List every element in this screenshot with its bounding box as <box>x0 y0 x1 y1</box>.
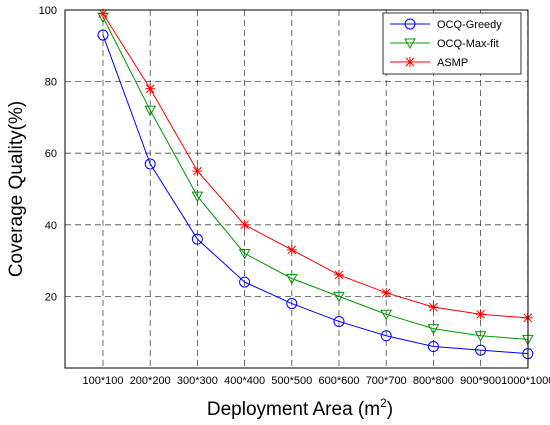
data-point <box>192 166 203 177</box>
x-tick-label: 800*800 <box>413 375 454 387</box>
data-point <box>475 309 486 320</box>
legend: OCQ-Greedy OCQ-Max-fit ASMP <box>382 12 522 75</box>
y-tick-labels: 20 40 60 80 100 <box>39 5 57 303</box>
legend-label: ASMP <box>437 57 468 69</box>
data-point <box>286 244 297 255</box>
x-axis-label: Deployment Area (m2) <box>207 396 393 420</box>
x-tick-label: 400*400 <box>224 375 265 387</box>
data-point <box>97 29 109 41</box>
y-tick-label: 60 <box>45 148 57 160</box>
data-point <box>427 324 440 335</box>
x-axis-label-close: ) <box>387 399 393 420</box>
legend-entry: ASMP <box>390 57 468 69</box>
y-tick-label: 80 <box>45 77 57 89</box>
data-point <box>404 38 416 50</box>
legend-label: OCQ-Greedy <box>437 19 502 31</box>
data-point <box>144 158 156 170</box>
data-point <box>239 219 250 230</box>
data-point <box>145 83 156 94</box>
y-tick-label: 20 <box>45 291 57 303</box>
data-point <box>380 309 393 321</box>
series-line <box>102 13 528 319</box>
data-point <box>427 341 439 353</box>
data-point <box>191 233 203 245</box>
data-point <box>334 269 344 280</box>
x-tick-label: 700*700 <box>366 375 407 387</box>
data-point <box>144 105 157 117</box>
y-tick-label: 100 <box>39 5 57 17</box>
series-line <box>102 16 528 340</box>
x-tick-label: 100*100 <box>83 375 124 387</box>
x-tick-label: 300*300 <box>177 375 218 387</box>
grid-lines <box>65 10 529 368</box>
y-tick-label: 40 <box>45 220 57 232</box>
data-point <box>333 315 345 327</box>
data-point <box>285 274 298 285</box>
data-point <box>474 331 487 342</box>
data-point <box>404 18 416 30</box>
data-point <box>381 287 392 298</box>
plot-frame <box>64 9 529 369</box>
x-tick-label: 900*900 <box>460 375 501 387</box>
data-point <box>239 276 251 288</box>
data-point <box>286 298 298 310</box>
data-point <box>98 8 108 19</box>
x-tick-label: 1000*1000 <box>501 375 550 387</box>
x-tick-labels: 100*100 200*200 300*300 400*400 500*500 600*6… <box>83 375 550 387</box>
data-point <box>191 191 204 203</box>
data-point <box>475 344 487 356</box>
data-point <box>405 57 415 67</box>
data-point <box>333 291 345 303</box>
data-point <box>428 302 439 313</box>
series-layer <box>97 8 534 360</box>
data-point <box>238 248 251 260</box>
series-line <box>102 34 528 355</box>
x-axis-label-superscript: 2 <box>380 396 387 410</box>
legend-entry: OCQ-Greedy <box>390 18 502 31</box>
legend-entry: OCQ-Max-fit <box>390 38 499 50</box>
x-tick-label: 500*500 <box>271 375 312 387</box>
x-tick-label: 200*200 <box>130 375 171 387</box>
y-axis-label: Coverage Quality(%) <box>6 101 27 277</box>
data-point <box>380 330 392 342</box>
series-ocq-greedy <box>97 29 534 360</box>
legend-label: OCQ-Max-fit <box>437 38 499 50</box>
x-axis-label-text: Deployment Area (m <box>207 399 380 420</box>
x-tick-label: 600*600 <box>319 375 360 387</box>
